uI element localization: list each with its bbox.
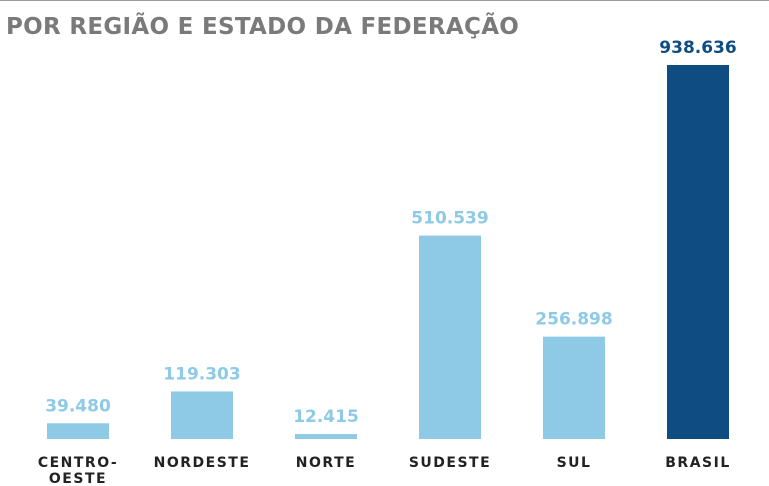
category-label: BRASIL [665,455,731,471]
bar-value-label: 938.636 [659,38,736,58]
bar-nordeste [171,391,233,439]
category-label: NORDESTE [154,455,251,471]
category-label: CENTRO-OESTE [38,455,118,486]
bar-brasil [667,65,729,439]
bar-sudeste [419,235,481,439]
bar-centrooeste [47,423,109,439]
bar-sul [543,336,605,439]
category-label: SUL [557,455,592,471]
category-label: SUDESTE [409,455,491,471]
chart-title: POR REGIÃO E ESTADO DA FEDERAÇÃO [6,14,520,40]
category-label: NORTE [296,455,356,471]
bar-value-label: 510.539 [411,209,488,229]
bar-value-label: 119.303 [163,364,240,384]
bar-value-label: 39.480 [45,396,111,416]
bar-value-label: 256.898 [535,310,612,330]
bar-value-label: 12.415 [293,407,359,427]
top-divider [0,0,769,1]
bar-norte [295,434,357,439]
